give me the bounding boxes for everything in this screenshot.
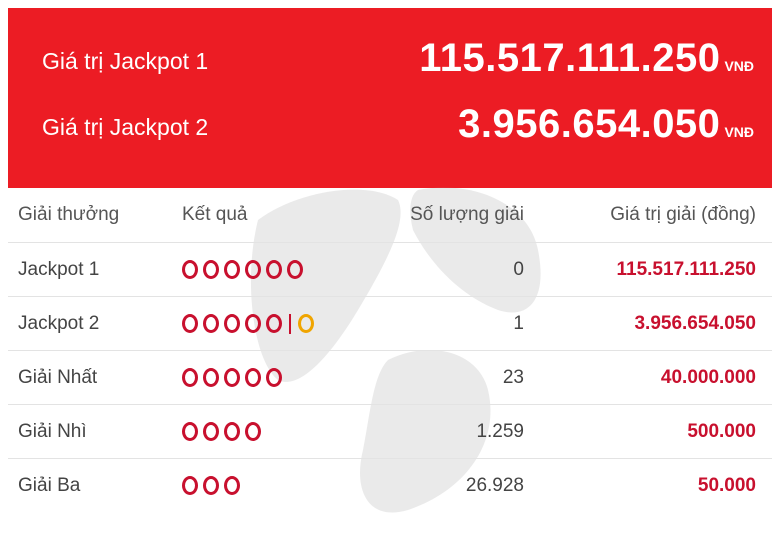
bonus-separator — [289, 313, 291, 334]
result-ball-icon — [266, 314, 282, 334]
result-balls — [182, 243, 303, 296]
jackpot-1-amount: 115.517.111.250 — [419, 36, 721, 80]
prize-table: Giải thưởng Kết quả Số lượng giải Giá tr… — [8, 188, 772, 512]
table-row: Giải Nhì 1.259 500.000 — [8, 405, 772, 459]
header-value: Giá trị giải (đồng) — [610, 204, 756, 225]
result-ball-icon — [287, 260, 303, 280]
table-row: Giải Nhất 23 40.000.000 — [8, 351, 772, 405]
jackpot-1-row: Giá trị Jackpot 1 115.517.111.250 VNĐ — [8, 34, 772, 94]
prize-count: 23 — [502, 367, 524, 388]
result-ball-icon — [182, 260, 198, 280]
header-prize: Giải thưởng — [18, 204, 120, 225]
prize-name: Jackpot 2 — [18, 313, 100, 334]
prize-name: Giải Nhất — [18, 367, 98, 388]
result-ball-icon — [203, 314, 219, 334]
jackpot-2-row: Giá trị Jackpot 2 3.956.654.050 VNĐ — [8, 100, 772, 160]
result-ball-icon — [224, 260, 240, 280]
result-ball-icon — [245, 314, 261, 334]
result-balls — [182, 351, 282, 404]
result-balls — [182, 297, 314, 350]
result-ball-icon — [203, 368, 219, 388]
result-ball-icon — [203, 422, 219, 442]
result-ball-icon — [203, 476, 219, 496]
jackpot-2-unit: VNĐ — [724, 124, 754, 140]
prize-name: Jackpot 1 — [18, 259, 100, 280]
prize-name: Giải Ba — [18, 475, 81, 496]
result-ball-icon — [203, 260, 219, 280]
result-balls — [182, 405, 261, 458]
prize-value: 40.000.000 — [660, 367, 756, 388]
jackpot-1-value: 115.517.111.250 VNĐ — [419, 36, 754, 81]
header-count: Số lượng giải — [410, 204, 524, 225]
jackpot-1-label: Giá trị Jackpot 1 — [42, 48, 209, 74]
table-row: Giải Ba 26.928 50.000 — [8, 459, 772, 512]
result-ball-icon — [245, 260, 261, 280]
prize-count: 26.928 — [465, 475, 524, 496]
jackpot-2-amount: 3.956.654.050 — [458, 102, 721, 146]
prize-count: 0 — [513, 259, 524, 280]
result-ball-icon — [245, 368, 261, 388]
jackpot-banner: Giá trị Jackpot 1 115.517.111.250 VNĐ Giá… — [8, 8, 772, 188]
prize-count: 1.259 — [476, 421, 524, 442]
jackpot-2-value: 3.956.654.050 VNĐ — [458, 102, 754, 147]
prize-value: 500.000 — [687, 421, 756, 442]
bonus-ball-icon — [298, 314, 314, 334]
prize-count: 1 — [513, 313, 524, 334]
result-ball-icon — [182, 368, 198, 388]
result-ball-icon — [266, 368, 282, 388]
result-ball-icon — [224, 314, 240, 334]
result-ball-icon — [182, 314, 198, 334]
jackpot-2-label: Giá trị Jackpot 2 — [42, 114, 209, 140]
result-ball-icon — [224, 368, 240, 388]
header-result: Kết quả — [182, 204, 248, 225]
prize-value: 3.956.654.050 — [634, 313, 756, 334]
prize-name: Giải Nhì — [18, 421, 87, 442]
watermark-logo-icon — [250, 187, 541, 513]
result-ball-icon — [182, 422, 198, 442]
result-balls — [182, 459, 240, 512]
result-ball-icon — [182, 476, 198, 496]
prize-value: 50.000 — [697, 475, 756, 496]
prize-value: 115.517.111.250 — [616, 259, 757, 280]
result-ball-icon — [266, 260, 282, 280]
table-row: Jackpot 1 0 115.517.111.250 — [8, 243, 772, 297]
result-ball-icon — [224, 476, 240, 496]
table-header: Giải thưởng Kết quả Số lượng giải Giá tr… — [8, 188, 772, 243]
result-ball-icon — [245, 422, 261, 442]
table-row: Jackpot 2 1 3.956.654.050 — [8, 297, 772, 351]
jackpot-1-unit: VNĐ — [724, 58, 754, 74]
result-ball-icon — [224, 422, 240, 442]
